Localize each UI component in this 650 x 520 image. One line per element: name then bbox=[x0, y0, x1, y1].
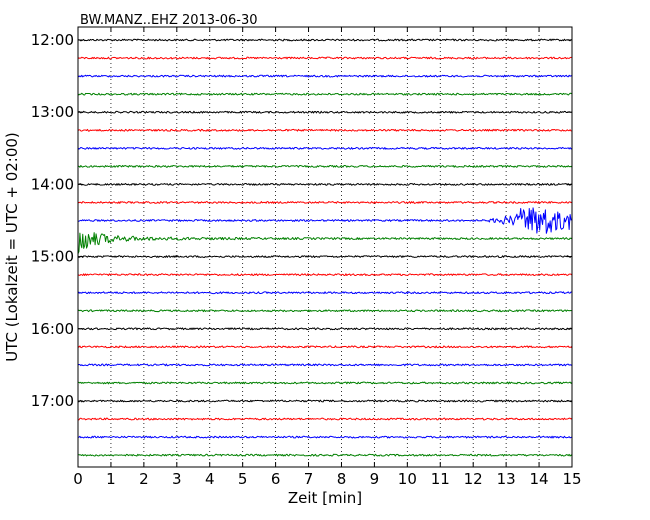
y-tick-label: 15:00 bbox=[31, 248, 74, 266]
trace-1445 bbox=[77, 232, 573, 255]
x-tick-label: 12 bbox=[464, 470, 483, 488]
trace-1415 bbox=[77, 201, 573, 204]
x-tick-label: 14 bbox=[530, 470, 549, 488]
vertical-grid bbox=[110, 27, 540, 467]
y-tick-label: 14:00 bbox=[31, 175, 74, 193]
plot-frame bbox=[77, 26, 573, 468]
x-tick-label: 3 bbox=[172, 470, 182, 488]
trace-1245 bbox=[77, 92, 573, 96]
plot-background bbox=[78, 27, 572, 467]
trace-1600 bbox=[77, 327, 573, 331]
trace-1530 bbox=[77, 291, 573, 295]
y-tick-label: 16:00 bbox=[31, 320, 74, 338]
trace-1645 bbox=[77, 381, 573, 385]
y-tick-label: 12:00 bbox=[31, 31, 74, 49]
trace-1715 bbox=[77, 417, 573, 421]
y-axis: 12:00 13:00 14:00 15:00 16:00 17:00 bbox=[31, 31, 572, 410]
trace-1430 bbox=[78, 207, 573, 234]
x-tick-label: 7 bbox=[304, 470, 314, 488]
y-tick-label: 13:00 bbox=[31, 103, 74, 121]
y-tick-label: 17:00 bbox=[31, 392, 74, 410]
chart-title: BW.MANZ..EHZ 2013-06-30 bbox=[80, 13, 258, 28]
x-axis: 0 1 2 3 4 5 6 7 8 9 10 11 12 13 14 15 bbox=[73, 27, 582, 488]
x-tick-label: 15 bbox=[562, 470, 581, 488]
trace-1700 bbox=[77, 399, 573, 403]
y-axis-label: UTC (Lokalzeit = UTC + 02:00) bbox=[3, 132, 21, 362]
x-tick-label: 10 bbox=[398, 470, 417, 488]
trace-1300 bbox=[77, 110, 573, 114]
trace-1400 bbox=[77, 183, 573, 186]
trace-1730 bbox=[77, 435, 573, 439]
trace-1230 bbox=[77, 74, 573, 78]
x-tick-label: 8 bbox=[337, 470, 347, 488]
trace-1545 bbox=[77, 309, 573, 313]
x-tick-label: 6 bbox=[271, 470, 281, 488]
x-tick-label: 4 bbox=[205, 470, 215, 488]
x-tick-label: 11 bbox=[431, 470, 450, 488]
trace-1330 bbox=[77, 146, 573, 150]
trace-1345 bbox=[77, 164, 573, 168]
x-tick-label: 9 bbox=[370, 470, 380, 488]
x-tick-label: 13 bbox=[497, 470, 516, 488]
x-tick-label: 0 bbox=[73, 470, 83, 488]
seismogram-traces bbox=[77, 38, 573, 457]
x-axis-label: Zeit [min] bbox=[288, 489, 362, 507]
trace-1515 bbox=[77, 273, 573, 277]
trace-1315 bbox=[77, 128, 573, 132]
trace-1615 bbox=[77, 345, 573, 349]
trace-1200 bbox=[77, 38, 573, 42]
trace-1745 bbox=[77, 453, 573, 457]
trace-1215 bbox=[77, 56, 573, 60]
trace-1500 bbox=[77, 255, 573, 258]
trace-1630 bbox=[77, 363, 573, 367]
x-tick-label: 5 bbox=[238, 470, 248, 488]
x-tick-label: 2 bbox=[139, 470, 149, 488]
x-tick-label: 1 bbox=[106, 470, 116, 488]
